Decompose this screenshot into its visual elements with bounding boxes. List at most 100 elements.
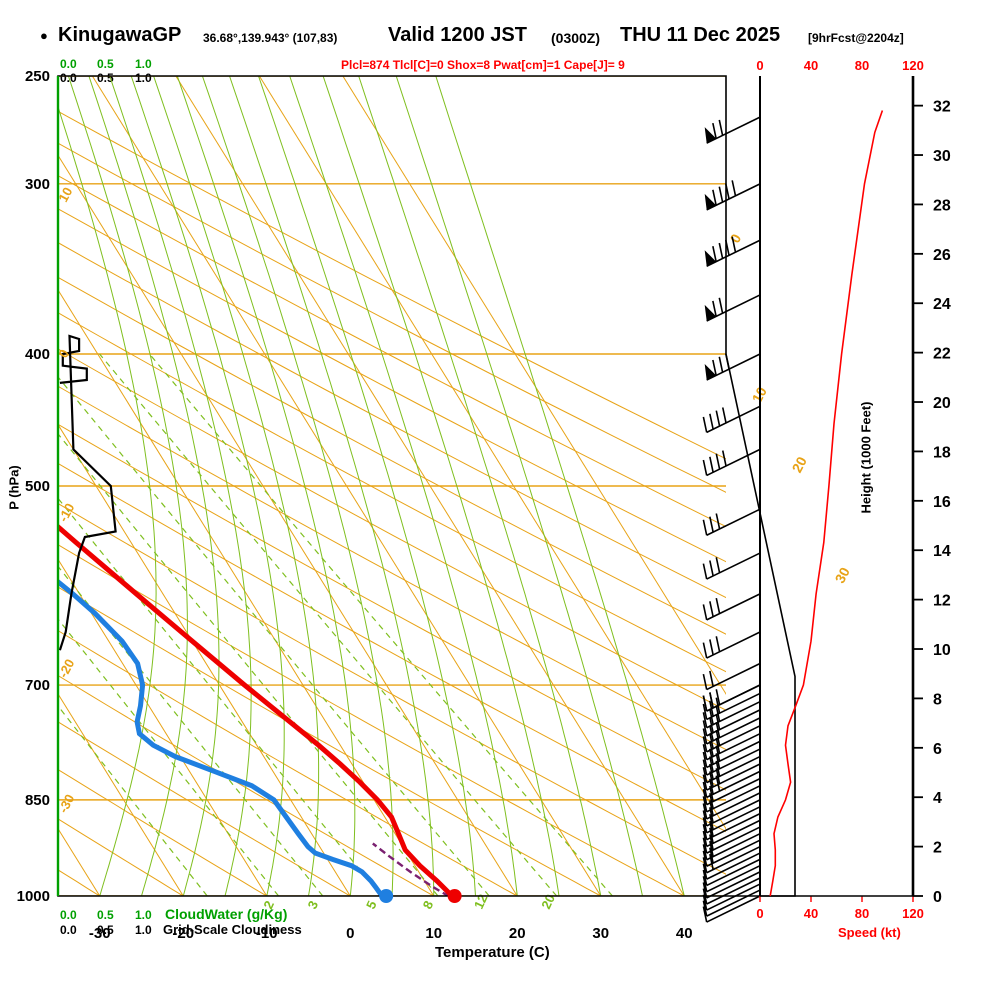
moist-adiabat-35	[395, 76, 643, 896]
wind-barb-flag	[724, 183, 730, 200]
temperature-profile-line	[58, 523, 456, 896]
wind-barb-flag	[709, 834, 714, 851]
wind-barb-flag	[702, 906, 708, 923]
wind-barb-flag	[702, 459, 708, 476]
wind-barb-shaft	[706, 895, 761, 923]
dry-adiabat-120	[58, 242, 726, 599]
sounding-stats: Plcl=874 Tlcl[C]=0 Shox=8 Pwat[cm]=1 Cap…	[341, 58, 625, 72]
speed-top-tick-120: 120	[902, 58, 924, 73]
mixing-ratio-12	[58, 376, 490, 896]
valid-date: THU 11 Dec 2025	[620, 24, 781, 46]
height-tick-24: 24	[933, 296, 951, 313]
wind-barb-flag	[712, 122, 717, 139]
height-tick-8: 8	[933, 691, 942, 708]
mixing-ratio-label-2: 2	[260, 898, 277, 911]
wind-barb-pennant	[704, 250, 717, 267]
wind-barb-flag	[702, 720, 708, 737]
wind-barb-flag	[709, 763, 714, 780]
pressure-tick-1000: 1000	[17, 888, 50, 905]
dry-adiabat-20	[58, 630, 518, 896]
wind-barb-flag	[702, 416, 708, 433]
wind-barb-shaft	[706, 806, 761, 834]
wind-barb-flag	[718, 242, 724, 259]
wind-barb-flag	[702, 882, 708, 899]
wind-barb-flag	[718, 119, 724, 136]
parcel-profile-line	[372, 842, 451, 896]
wind-barb-flag	[709, 740, 714, 757]
speed-bottom-tick-120: 120	[902, 906, 924, 921]
moist-adiabat-25	[322, 76, 560, 896]
station-bullet: ●	[40, 28, 48, 43]
wind-barb-flag	[702, 824, 708, 840]
pressure-tick-700: 700	[25, 677, 50, 694]
moist-adiabat-10	[229, 76, 435, 896]
wind-barb-flag	[702, 563, 708, 580]
temperature-tick-40: 40	[676, 925, 693, 942]
dry-adiabat--40	[0, 734, 16, 896]
wind-barb-shaft	[706, 755, 761, 784]
moist-adiabat-40	[435, 76, 685, 896]
wind-barb-flag	[715, 513, 721, 530]
wind-barb-shaft	[706, 593, 761, 621]
dry-adiabat-40	[58, 544, 685, 896]
wind-barb-shaft	[706, 692, 761, 721]
wind-barb-shaft	[706, 785, 761, 813]
moist-adiabat--15	[109, 76, 252, 896]
wind-barb-shaft	[706, 852, 761, 880]
wind-barb-flag	[702, 830, 708, 847]
mixing-ratio-8	[58, 432, 439, 896]
mixing-ratio-20	[99, 353, 558, 896]
grid-group	[0, 76, 726, 896]
dry-adiabat-130	[58, 208, 726, 563]
height-tick-20: 20	[933, 395, 951, 412]
wind-barb-shaft	[706, 871, 761, 899]
dry-adiabat-10	[58, 674, 435, 896]
moist-adiabat-15	[258, 76, 476, 896]
height-tick-2: 2	[933, 840, 942, 857]
pressure-tick-250: 250	[25, 68, 50, 85]
wind-barb-shaft	[706, 832, 761, 861]
valid-time-utc: (0300Z)	[551, 30, 601, 46]
wind-barb-flag	[709, 814, 714, 830]
wind-barb-flag	[712, 300, 717, 317]
wind-barb-flag	[709, 840, 714, 857]
isotherm-label-0: 0	[727, 231, 745, 246]
wind-barb-shaft	[706, 819, 761, 848]
temperature-tick--20: -20	[172, 925, 194, 942]
wind-barb-shaft	[706, 725, 761, 753]
dry-adiabat-label-10: 10	[55, 185, 75, 205]
wind-barb-flag	[702, 642, 708, 659]
wind-barb-flag	[709, 847, 714, 864]
wind-barb-flag	[715, 737, 721, 754]
wind-barb-flag	[715, 775, 721, 792]
wind-barb-flag	[702, 803, 708, 820]
dry-adiabat-50	[58, 502, 726, 875]
wind-barb-flag	[709, 692, 714, 709]
speed-bottom-tick-40: 40	[804, 906, 818, 921]
mixing-ratio-1	[58, 705, 208, 896]
wind-barb-flag	[709, 700, 714, 717]
wind-barb-shaft	[706, 717, 761, 745]
wind-barb-flag	[702, 703, 708, 720]
height-tick-12: 12	[933, 593, 951, 610]
wind-barb-flag	[709, 456, 714, 473]
mixing-ratio-30	[149, 353, 613, 896]
temperature-tick-20: 20	[509, 925, 526, 942]
dry-adiabat-80	[58, 385, 726, 751]
moist-adiabat-0	[176, 76, 356, 896]
wind-barb-flag	[702, 789, 708, 805]
wind-barb-flag	[712, 246, 717, 262]
wind-barb-flag	[709, 807, 714, 823]
cloudiness-top-tick-2: 1.0	[135, 71, 152, 85]
speed-top-tick-0: 0	[756, 58, 763, 73]
temperature-tick-30: 30	[592, 925, 609, 942]
wind-barb-flag	[718, 356, 724, 373]
wind-barb-flag	[702, 519, 708, 536]
wind-barb-flag	[702, 751, 708, 768]
height-tick-28: 28	[933, 197, 951, 214]
wind-barb-flag	[709, 725, 714, 741]
wind-barb-shaft	[706, 700, 761, 729]
surface-dewpoint-dot	[379, 889, 394, 903]
wind-barb-shaft	[706, 777, 761, 806]
